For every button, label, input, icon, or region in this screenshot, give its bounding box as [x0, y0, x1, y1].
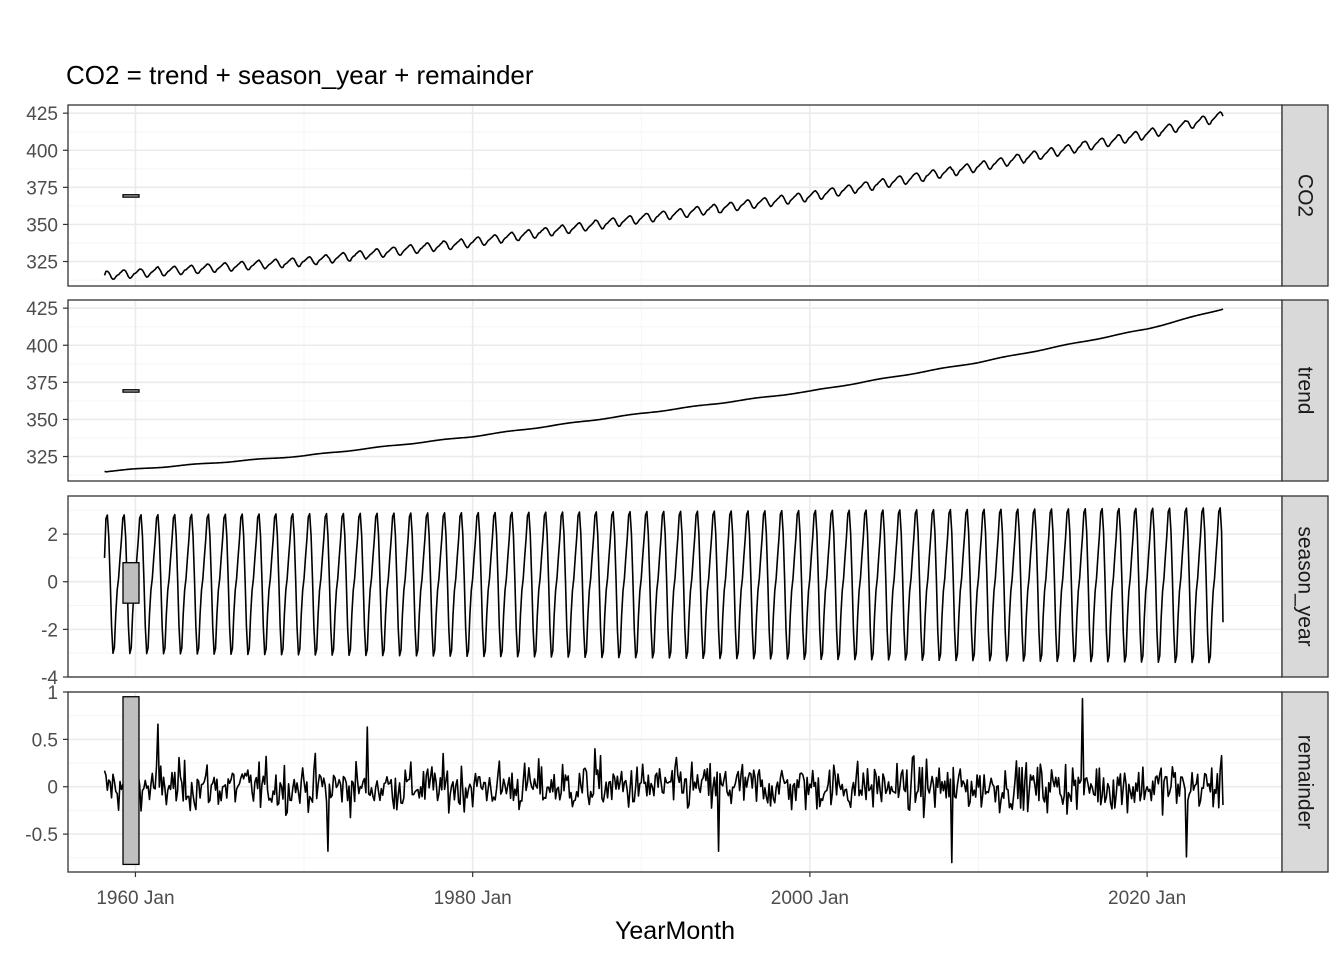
y-tick-label: 375 — [26, 178, 58, 199]
x-tick-label: 2000 Jan — [771, 888, 849, 909]
panel-remainder: -0.5 0 0.5 1 remainder — [25, 683, 1329, 873]
facet-panels: 325 350 375 400 425 CO2 325 350 375 400 425 trend -4… — [25, 104, 1329, 873]
facet-strip-label: trend — [1294, 367, 1317, 415]
y-tick-label: 325 — [26, 253, 58, 274]
y-tick-label: 375 — [26, 373, 58, 394]
y-tick-label: 0.5 — [32, 730, 58, 751]
x-axis: 1960 Jan 1980 Jan 2000 Jan 2020 Jan — [96, 872, 1186, 909]
facet-strip — [1281, 104, 1329, 287]
facet-strip — [1281, 299, 1329, 482]
facet-strip-label: season_year — [1294, 526, 1317, 646]
scale-bar — [122, 194, 140, 198]
y-tick-label: 350 — [26, 410, 58, 431]
chart-title: CO2 = trend + season_year + remainder — [66, 60, 534, 90]
y-tick-label: 425 — [26, 104, 58, 125]
panel-CO2: 325 350 375 400 425 CO2 — [26, 104, 1329, 287]
series-line-trend — [104, 308, 1224, 473]
y-tick-label: 2 — [47, 525, 58, 546]
scale-bar — [122, 696, 140, 866]
x-tick-label: 2020 Jan — [1108, 888, 1186, 909]
y-tick-label: 350 — [26, 215, 58, 236]
scale-bar — [122, 562, 140, 604]
facet-strip — [1281, 495, 1329, 678]
y-tick-label: 400 — [26, 141, 58, 162]
x-axis-title: YearMonth — [615, 917, 735, 945]
x-tick-label: 1960 Jan — [96, 888, 174, 909]
y-tick-label: -0.5 — [25, 825, 58, 846]
y-tick-label: 0 — [47, 778, 58, 799]
facet-strip-label: CO2 — [1294, 174, 1317, 217]
panel-season-year: -4 -2 0 2 season_year — [41, 495, 1329, 689]
series-line-CO2 — [103, 111, 1224, 281]
y-tick-label: -4 — [41, 668, 58, 689]
series-line-remainder — [103, 697, 1224, 864]
y-tick-label: 425 — [26, 299, 58, 320]
facet-strip-label: remainder — [1294, 735, 1317, 830]
y-tick-label: 400 — [26, 336, 58, 357]
y-tick-label: 1 — [47, 683, 58, 704]
facet-strip — [1281, 691, 1329, 873]
y-tick-label: -2 — [41, 620, 58, 641]
y-tick-label: 325 — [26, 448, 58, 469]
scale-bar — [122, 389, 140, 393]
y-tick-label: 0 — [47, 573, 58, 594]
x-tick-label: 1980 Jan — [434, 888, 512, 909]
panel-trend: 325 350 375 400 425 trend — [26, 299, 1329, 482]
series-line-season-year — [103, 507, 1224, 664]
